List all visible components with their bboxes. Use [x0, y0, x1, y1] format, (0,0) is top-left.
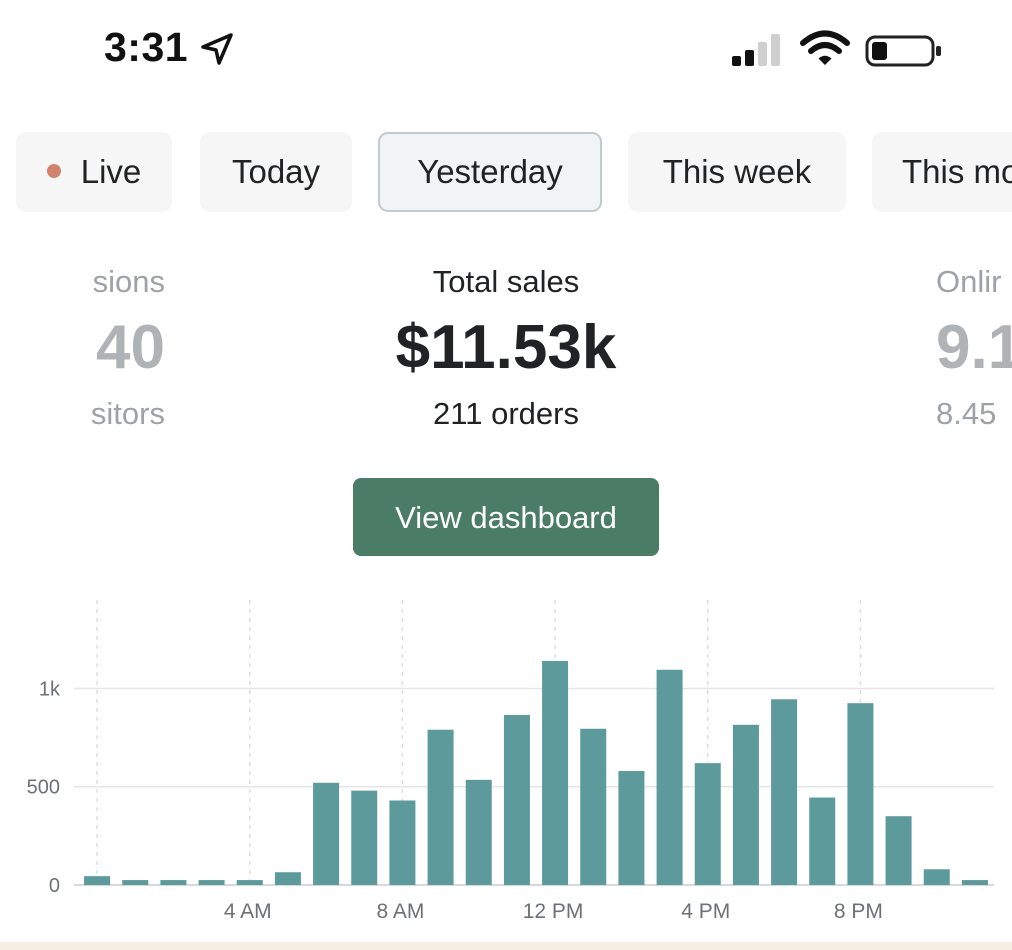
tab-yesterday-label: Yesterday — [417, 153, 563, 190]
metric-sessions-label: sions — [92, 264, 165, 299]
wifi-icon — [800, 30, 850, 65]
chart-bar — [160, 880, 187, 885]
tab-this-week-label: This week — [662, 153, 812, 190]
bottom-edge — [0, 942, 1012, 950]
tab-live[interactable]: Live — [16, 132, 172, 212]
chart-bar — [542, 660, 569, 885]
chart-bar — [694, 763, 721, 885]
location-arrow-icon — [201, 33, 233, 65]
tab-live-label: Live — [80, 153, 142, 190]
cellular-signal-icon — [732, 34, 780, 66]
tab-this-month-label: This mo — [902, 153, 1012, 190]
chart-bar — [465, 779, 492, 885]
battery-icon — [865, 35, 941, 67]
chart-bar — [427, 729, 454, 885]
date-range-tabs: Live Today Yesterday This week This mo — [0, 132, 1012, 214]
chart-y-tick-label: 0 — [49, 875, 60, 897]
chart-bar — [923, 869, 950, 885]
sales-chart: 0 500 1k 4 AM 8 AM 12 PM 4 PM 8 PM — [27, 600, 994, 923]
chart-y-tick-label: 500 — [27, 777, 60, 799]
metric-total-sales-label: Total sales — [432, 264, 580, 299]
chart-bar — [351, 790, 378, 885]
chart-bar — [885, 816, 912, 885]
status-bar: 3:31 — [0, 0, 1012, 100]
chart-bar — [84, 876, 111, 885]
chart-bar — [122, 880, 149, 885]
tab-yesterday[interactable]: Yesterday — [378, 132, 602, 212]
metric-total-sales-value: $11.53k — [395, 313, 617, 382]
chart-x-tick-label: 4 PM — [681, 900, 730, 923]
chart-bar — [732, 724, 759, 885]
chart-x-tick-label: 12 PM — [523, 900, 584, 923]
chart-bar — [198, 880, 225, 885]
tab-this-month[interactable]: This mo — [872, 132, 1012, 212]
metric-total-sales[interactable]: Total sales $11.53k 211 orders — [306, 262, 706, 434]
chart-bar — [503, 714, 530, 885]
chart-bar — [618, 771, 645, 885]
chart-x-tick-label: 8 PM — [834, 900, 883, 923]
chart-x-tick-label: 4 AM — [224, 900, 272, 923]
tab-this-week[interactable]: This week — [628, 132, 846, 212]
chart-bar — [236, 880, 263, 885]
metric-sessions[interactable]: sions 40 sitors — [0, 262, 165, 434]
chart-bar — [847, 703, 874, 885]
chart-bar — [656, 669, 683, 885]
metric-online-store[interactable]: Onlir 9.1 8.45 — [936, 262, 1012, 434]
view-dashboard-button[interactable]: View dashboard — [353, 478, 659, 556]
chart-bar — [809, 797, 836, 885]
metric-sessions-sub: sitors — [90, 396, 165, 431]
live-dot-icon — [46, 164, 61, 179]
tab-today[interactable]: Today — [200, 132, 352, 212]
chart-x-tick-label: 8 AM — [376, 900, 424, 923]
chart-bar — [313, 782, 340, 885]
chart-y-tick-label: 1k — [39, 678, 61, 700]
chart-bar — [961, 880, 988, 885]
chart-bar — [274, 872, 301, 885]
chart-bar — [580, 728, 607, 885]
metric-sessions-value: 40 — [96, 313, 165, 382]
tab-today-label: Today — [231, 153, 321, 190]
chart-bar — [771, 699, 798, 885]
metric-online-store-sub: 8.45 — [936, 396, 997, 431]
status-time: 3:31 — [104, 24, 189, 70]
chart-bar — [389, 800, 416, 885]
metric-online-store-value: 9.1 — [936, 313, 1012, 382]
metric-total-sales-orders: 211 orders — [433, 396, 579, 431]
metric-online-store-label: Onlir — [936, 264, 1002, 299]
